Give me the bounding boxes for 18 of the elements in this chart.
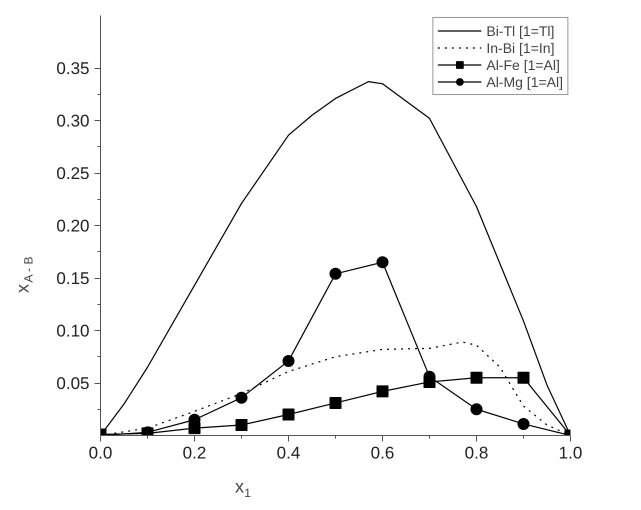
legend-label: In-Bi [1=In] (486, 39, 554, 56)
x-tick-label: 0.8 (464, 444, 488, 462)
legend-label: Bi-Tl [1=Tl] (486, 22, 554, 39)
legend-label: Al-Fe [1=Al] (486, 56, 560, 73)
y-axis-title: xA - B (12, 256, 36, 293)
y-tick-label: 0.25 (56, 164, 90, 183)
y-tick-label: 0.20 (56, 216, 90, 236)
y-tick-label: 0.35 (56, 59, 90, 78)
y-tick-label: 0.15 (56, 269, 90, 288)
x-tick-label: 0.4 (276, 444, 300, 462)
x-tick-label: 0.0 (88, 444, 112, 462)
y-tick-label: 0.30 (56, 112, 90, 130)
x-tick-label: 0.6 (370, 444, 394, 462)
legend-label: Al-Mg [1=Al] (486, 73, 563, 90)
x-tick-label: 0.2 (182, 444, 206, 462)
x-tick-label: 1.0 (558, 444, 582, 462)
y-tick-label: 0.10 (56, 322, 90, 340)
y-tick-label: 0.05 (56, 374, 90, 393)
